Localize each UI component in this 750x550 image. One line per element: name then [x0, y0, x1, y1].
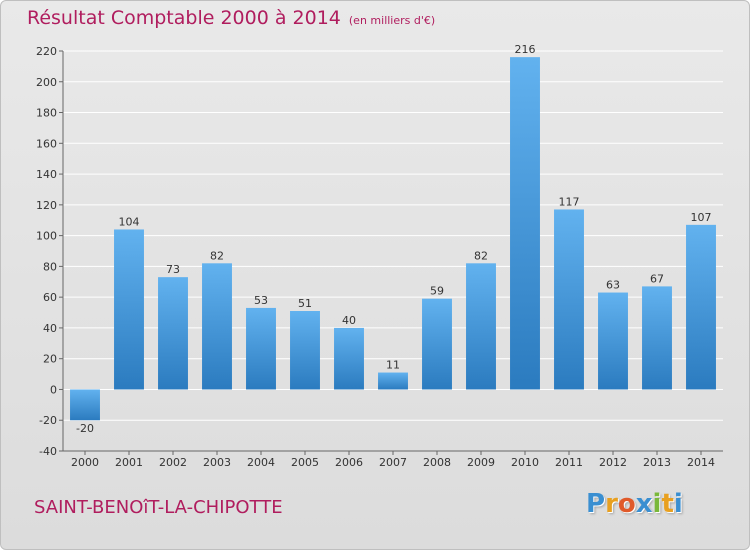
- logo-letter: x: [635, 489, 653, 519]
- bar-2011: [554, 209, 584, 390]
- logo-letter: t: [661, 489, 674, 519]
- value-label-2001: 104: [119, 215, 140, 228]
- y-tick-label: 0: [50, 383, 57, 396]
- y-tick-label: 200: [36, 76, 57, 89]
- logo-letter: P: [586, 489, 606, 519]
- value-label-2007: 11: [386, 359, 400, 372]
- bar-2013: [642, 286, 672, 390]
- x-tick-label: 2006: [335, 456, 363, 469]
- y-tick-label: 160: [36, 137, 57, 150]
- x-tick-label: 2014: [687, 456, 715, 469]
- value-label-2002: 73: [166, 263, 180, 276]
- bar-2005: [290, 311, 320, 390]
- y-tick-label: -40: [39, 445, 57, 458]
- bars: [70, 57, 716, 421]
- value-label-2012: 63: [606, 279, 620, 292]
- value-label-2011: 117: [559, 195, 580, 208]
- x-tick-label: 2009: [467, 456, 495, 469]
- x-tick-label: 2007: [379, 456, 407, 469]
- x-tick-label: 2003: [203, 456, 231, 469]
- x-tick-label: 2012: [599, 456, 627, 469]
- value-label-2004: 53: [254, 294, 268, 307]
- chart-unit: (en milliers d'€): [348, 14, 436, 27]
- bar-2014: [686, 224, 716, 390]
- bar-2006: [334, 327, 364, 390]
- chart-title: Résultat Comptable 2000 à 2014 (en millie…: [27, 7, 435, 29]
- x-tick-label: 2008: [423, 456, 451, 469]
- y-tick-label: 80: [43, 260, 57, 273]
- commune-name: SAINT-BENOîT-LA-CHIPOTTE: [34, 497, 283, 518]
- value-labels: -20 104 73 82 53 51 40 11 59 82 216 117 63 67 107: [76, 43, 711, 435]
- x-tick-label: 2002: [159, 456, 187, 469]
- y-tick-label: 140: [36, 168, 57, 181]
- y-tick-label: 40: [43, 322, 57, 335]
- proxiti-logo: Proxiti: [586, 489, 683, 519]
- logo-letter: i: [673, 489, 683, 519]
- x-tick-label: 2010: [511, 456, 539, 469]
- y-tick-label: 60: [43, 291, 57, 304]
- x-tick-label: 2001: [115, 456, 143, 469]
- value-label-2010: 216: [515, 43, 536, 56]
- y-tick-label: 180: [36, 107, 57, 120]
- bar-2009: [466, 263, 496, 390]
- value-label-2006: 40: [342, 314, 356, 327]
- value-label-2014: 107: [691, 211, 712, 224]
- x-tick-label: 2005: [291, 456, 319, 469]
- value-label-2000: -20: [76, 422, 94, 435]
- y-tick-label: -20: [39, 414, 57, 427]
- y-tick-label: 120: [36, 199, 57, 212]
- logo-letter: i: [652, 489, 662, 519]
- bar-2004: [246, 307, 276, 390]
- bar-2012: [598, 292, 628, 390]
- logo-letter: r: [605, 489, 618, 519]
- y-tick-label: 220: [36, 45, 57, 58]
- y-tick-label: 20: [43, 353, 57, 366]
- bar-2003: [202, 263, 232, 390]
- axes: -40 -20 0 20 40 60 80 100 120 140 160 180 200 220 2000…: [36, 45, 723, 469]
- bar-2008: [422, 298, 452, 390]
- value-label-2003: 82: [210, 249, 224, 262]
- x-tick-label: 2011: [555, 456, 583, 469]
- bar-2001: [114, 229, 144, 390]
- value-label-2008: 59: [430, 285, 444, 298]
- y-tick-label: 100: [36, 230, 57, 243]
- x-tick-label: 2000: [71, 456, 99, 469]
- bar-2000: [70, 389, 100, 421]
- value-label-2009: 82: [474, 249, 488, 262]
- bar-2002: [158, 277, 188, 390]
- bar-2007: [378, 372, 408, 390]
- logo-letter: o: [617, 489, 636, 519]
- x-tick-label: 2013: [643, 456, 671, 469]
- value-label-2013: 67: [650, 272, 664, 285]
- chart-title-text: Résultat Comptable 2000 à 2014: [27, 7, 341, 29]
- bar-2010: [510, 57, 540, 390]
- gridlines: [63, 50, 723, 452]
- x-tick-label: 2004: [247, 456, 275, 469]
- value-label-2005: 51: [298, 297, 312, 310]
